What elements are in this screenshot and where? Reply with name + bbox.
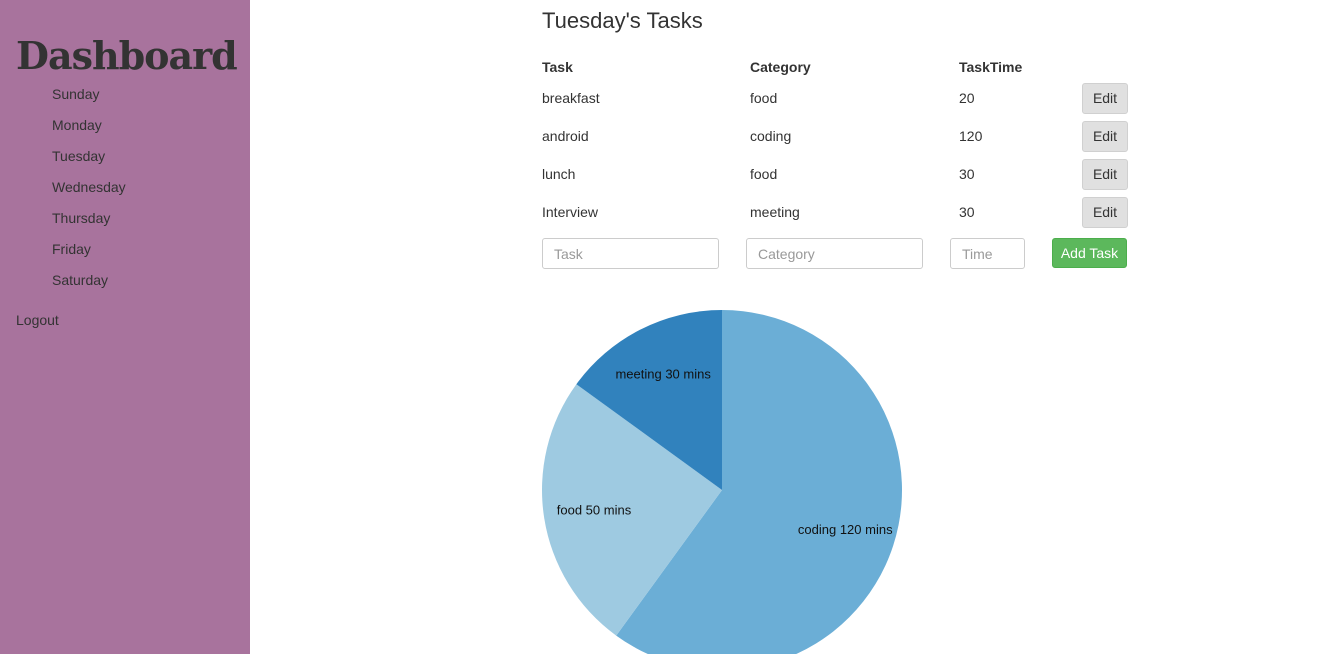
edit-button[interactable]: Edit (1082, 158, 1128, 190)
nav-item-wednesday[interactable]: Wednesday (52, 179, 126, 195)
tasks-table: Task Category TaskTime breakfast food 20… (542, 55, 1128, 231)
table-row: android coding 120 Edit (542, 117, 1128, 155)
time-cell: 30 (959, 204, 975, 220)
edit-button[interactable]: Edit (1082, 120, 1128, 152)
task-cell: lunch (542, 166, 576, 182)
time-cell: 120 (959, 128, 983, 144)
task-cell: android (542, 128, 589, 144)
pie-slice-food (542, 384, 722, 636)
main-content: Tuesday's Tasks Task Category TaskTime b… (250, 0, 1342, 654)
task-cell: Interview (542, 204, 599, 220)
pie-chart-svg: coding 120 mins food 50 mins meeting 30 mi… (542, 310, 902, 654)
table-row: lunch food 30 Edit (542, 155, 1128, 193)
category-cell: coding (750, 128, 792, 144)
time-cell: 30 (959, 166, 975, 182)
sidebar: Dashboard Sunday Monday Tuesday Wednesda… (0, 0, 250, 654)
edit-button[interactable]: Edit (1082, 196, 1128, 228)
pie-slice-coding (616, 310, 902, 654)
header-category: Category (750, 59, 811, 75)
table-row: Interview meeting 30 Edit (542, 193, 1128, 231)
pie-slice-meeting (576, 310, 722, 490)
time-cell: 20 (959, 90, 975, 106)
nav-item-tuesday[interactable]: Tuesday (52, 148, 106, 164)
dashboard-title: Dashboard (16, 33, 238, 78)
add-task-button[interactable]: Add Task (1052, 238, 1127, 268)
nav-item-thursday[interactable]: Thursday (52, 210, 111, 226)
category-input[interactable] (746, 238, 923, 269)
pie-label-food: food 50 mins (557, 502, 632, 517)
table-row: breakfast food 20 Edit (542, 79, 1128, 117)
category-cell: meeting (750, 204, 800, 220)
header-tasktime: TaskTime (959, 59, 1023, 75)
nav-item-friday[interactable]: Friday (52, 241, 91, 257)
task-cell: breakfast (542, 90, 600, 106)
edit-button[interactable]: Edit (1082, 82, 1128, 114)
nav-item-monday[interactable]: Monday (52, 117, 102, 133)
logout-link[interactable]: Logout (16, 312, 59, 328)
table-header-row: Task Category TaskTime (542, 55, 1128, 79)
day-nav: Sunday Monday Tuesday Wednesday Thursday… (52, 86, 126, 303)
time-input[interactable] (950, 238, 1025, 269)
nav-item-sunday[interactable]: Sunday (52, 86, 100, 102)
header-action (1081, 55, 1128, 79)
category-pie-chart: coding 120 mins food 50 mins meeting 30 mi… (542, 310, 904, 654)
header-task: Task (542, 59, 573, 75)
category-cell: food (750, 90, 778, 106)
pie-label-meeting: meeting 30 mins (615, 367, 711, 382)
page-title: Tuesday's Tasks (542, 8, 703, 33)
category-cell: food (750, 166, 778, 182)
task-input[interactable] (542, 238, 719, 269)
nav-item-saturday[interactable]: Saturday (52, 272, 109, 288)
pie-label-coding: coding 120 mins (798, 522, 893, 537)
